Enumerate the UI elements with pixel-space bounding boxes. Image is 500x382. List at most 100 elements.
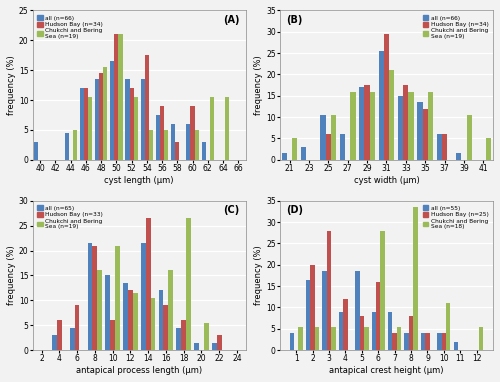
Legend: all (n=66), Hudson Bay (n=34), Chukchi and Bering
Sea (n=19): all (n=66), Hudson Bay (n=34), Chukchi a… (36, 13, 104, 41)
Bar (442, 134, 447, 160)
Bar (225, 97, 229, 160)
Legend: all (n=65), Hudson Bay (n=33), Chukchi and Bering
Sea (n=19): all (n=65), Hudson Bay (n=33), Chukchi a… (36, 204, 104, 231)
Bar (150, 298, 156, 350)
Bar (425, 333, 430, 350)
Bar (88, 243, 92, 350)
Bar (327, 231, 332, 350)
X-axis label: antapical crest height (μm): antapical crest height (μm) (329, 366, 444, 375)
Bar (145, 55, 149, 160)
Bar (186, 124, 190, 160)
Bar (456, 154, 462, 160)
Bar (134, 97, 138, 160)
Bar (126, 79, 130, 160)
Bar (212, 343, 217, 350)
Bar (359, 87, 364, 160)
Y-axis label: frequency (%): frequency (%) (254, 55, 263, 115)
Bar (310, 265, 315, 350)
Bar (160, 106, 164, 160)
Bar (110, 320, 115, 350)
Bar (378, 51, 384, 160)
Bar (404, 333, 409, 350)
Bar (403, 85, 408, 160)
Bar (315, 327, 320, 350)
Bar (409, 316, 414, 350)
Bar (164, 130, 168, 160)
Bar (486, 138, 491, 160)
Bar (149, 130, 153, 160)
Bar (190, 106, 194, 160)
Legend: all (n=55), Hudson Bay (n=25), Chukchi and Bering
Sea (n=18): all (n=55), Hudson Bay (n=25), Chukchi a… (421, 204, 490, 231)
Bar (364, 327, 368, 350)
Bar (106, 275, 110, 350)
Bar (320, 115, 326, 160)
Bar (360, 316, 364, 350)
Bar (210, 97, 214, 160)
Bar (158, 290, 164, 350)
Bar (290, 333, 294, 350)
Bar (176, 142, 180, 160)
Bar (95, 79, 99, 160)
Bar (202, 142, 205, 160)
Bar (339, 312, 343, 350)
Bar (364, 85, 370, 160)
Bar (99, 73, 103, 160)
Bar (466, 115, 472, 160)
Bar (446, 303, 450, 350)
Bar (52, 335, 57, 350)
Bar (380, 231, 385, 350)
X-axis label: cyst width (μm): cyst width (μm) (354, 176, 420, 185)
Bar (34, 142, 38, 160)
Bar (88, 97, 92, 160)
Y-axis label: frequency (%): frequency (%) (254, 246, 263, 305)
Legend: all (n=66), Hudson Bay (n=34), Chukchi and Bering
Sea (n=19): all (n=66), Hudson Bay (n=34), Chukchi a… (421, 13, 490, 41)
Bar (141, 243, 146, 350)
Text: (B): (B) (286, 15, 302, 25)
Bar (298, 327, 303, 350)
Bar (146, 218, 150, 350)
Bar (389, 70, 394, 160)
Bar (454, 342, 458, 350)
Bar (388, 312, 392, 350)
Bar (171, 124, 175, 160)
Bar (70, 328, 74, 350)
Bar (384, 34, 389, 160)
Bar (168, 270, 173, 350)
Bar (128, 290, 133, 350)
Bar (92, 246, 97, 350)
Bar (414, 207, 418, 350)
Bar (97, 270, 102, 350)
Bar (343, 299, 347, 350)
Y-axis label: frequency (%): frequency (%) (7, 246, 16, 305)
Bar (194, 130, 198, 160)
Bar (115, 246, 120, 350)
Bar (437, 134, 442, 160)
Bar (74, 305, 80, 350)
Bar (340, 134, 345, 160)
Bar (326, 134, 331, 160)
Bar (398, 96, 403, 160)
Bar (103, 67, 108, 160)
Bar (372, 312, 376, 350)
Bar (306, 280, 310, 350)
Y-axis label: frequency (%): frequency (%) (7, 55, 16, 115)
Bar (57, 320, 62, 350)
Bar (301, 147, 306, 160)
Text: (D): (D) (286, 205, 304, 215)
Bar (332, 327, 336, 350)
Bar (428, 92, 433, 160)
Bar (133, 293, 138, 350)
Bar (479, 327, 484, 350)
Bar (292, 138, 298, 160)
Bar (64, 133, 68, 160)
Text: (A): (A) (223, 15, 240, 25)
Bar (164, 305, 168, 350)
Bar (376, 282, 380, 350)
Bar (282, 154, 287, 160)
X-axis label: cyst length (μm): cyst length (μm) (104, 176, 174, 185)
Bar (418, 102, 422, 160)
Bar (355, 271, 360, 350)
Bar (73, 130, 77, 160)
Bar (186, 218, 191, 350)
Bar (331, 115, 336, 160)
Bar (437, 333, 442, 350)
